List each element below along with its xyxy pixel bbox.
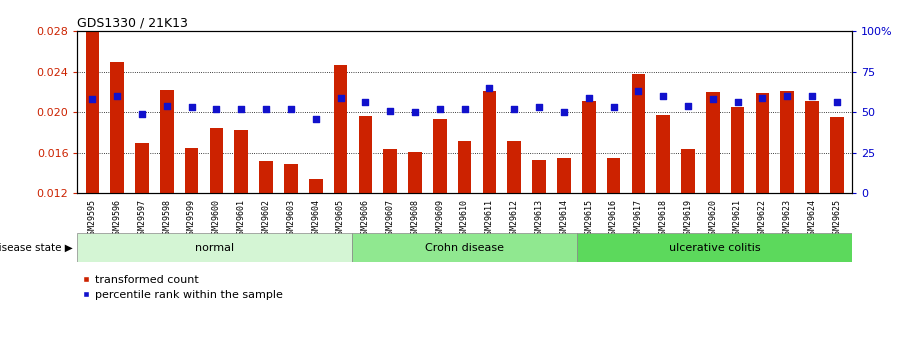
Point	[110, 93, 125, 99]
Bar	[483, 91, 496, 193]
Point	[433, 106, 447, 112]
Point	[581, 95, 596, 100]
Bar	[607, 158, 620, 193]
Bar	[731, 107, 744, 193]
Bar	[681, 149, 695, 193]
Bar	[706, 92, 720, 193]
Bar	[77, 233, 353, 262]
Bar	[631, 73, 645, 193]
Bar	[135, 143, 148, 193]
Point	[283, 106, 298, 112]
Bar	[408, 152, 422, 193]
Point	[755, 95, 770, 100]
Bar	[507, 140, 521, 193]
Point	[557, 109, 571, 115]
Text: GDS1330 / 21K13: GDS1330 / 21K13	[77, 17, 189, 30]
Point	[681, 103, 695, 108]
Legend: transformed count, percentile rank within the sample: transformed count, percentile rank withi…	[83, 275, 283, 300]
Point	[184, 105, 199, 110]
Point	[383, 108, 397, 113]
Point	[482, 85, 496, 91]
Bar	[284, 164, 298, 193]
Point	[830, 100, 844, 105]
Bar	[755, 93, 769, 193]
Point	[705, 96, 720, 102]
Bar	[781, 91, 794, 193]
Bar	[656, 115, 670, 193]
Bar	[353, 233, 577, 262]
Bar	[582, 101, 596, 193]
Point	[135, 111, 149, 117]
Point	[631, 88, 646, 94]
Point	[457, 106, 472, 112]
Point	[606, 105, 620, 110]
Bar	[359, 116, 373, 193]
Bar	[185, 148, 199, 193]
Bar	[384, 149, 397, 193]
Point	[358, 100, 373, 105]
Point	[333, 95, 348, 100]
Text: disease state ▶: disease state ▶	[0, 243, 73, 253]
Text: normal: normal	[195, 243, 234, 253]
Bar	[234, 130, 248, 193]
Point	[507, 106, 521, 112]
Bar	[260, 161, 273, 193]
Bar	[210, 128, 223, 193]
Point	[85, 96, 99, 102]
Point	[210, 106, 224, 112]
Bar	[458, 140, 471, 193]
Point	[259, 106, 273, 112]
Point	[309, 116, 323, 121]
Bar	[433, 119, 446, 193]
Bar	[86, 31, 99, 193]
Bar	[532, 160, 546, 193]
Bar	[805, 101, 819, 193]
Bar	[333, 65, 347, 193]
Point	[234, 106, 249, 112]
Point	[408, 109, 423, 115]
Point	[159, 103, 174, 108]
Bar	[577, 233, 852, 262]
Point	[804, 93, 819, 99]
Text: ulcerative colitis: ulcerative colitis	[669, 243, 760, 253]
Point	[532, 105, 547, 110]
Bar	[557, 158, 570, 193]
Point	[656, 93, 670, 99]
Point	[780, 93, 794, 99]
Bar	[309, 179, 322, 193]
Point	[731, 100, 745, 105]
Bar	[160, 90, 174, 193]
Bar	[830, 117, 844, 193]
Bar	[110, 62, 124, 193]
Text: Crohn disease: Crohn disease	[425, 243, 504, 253]
